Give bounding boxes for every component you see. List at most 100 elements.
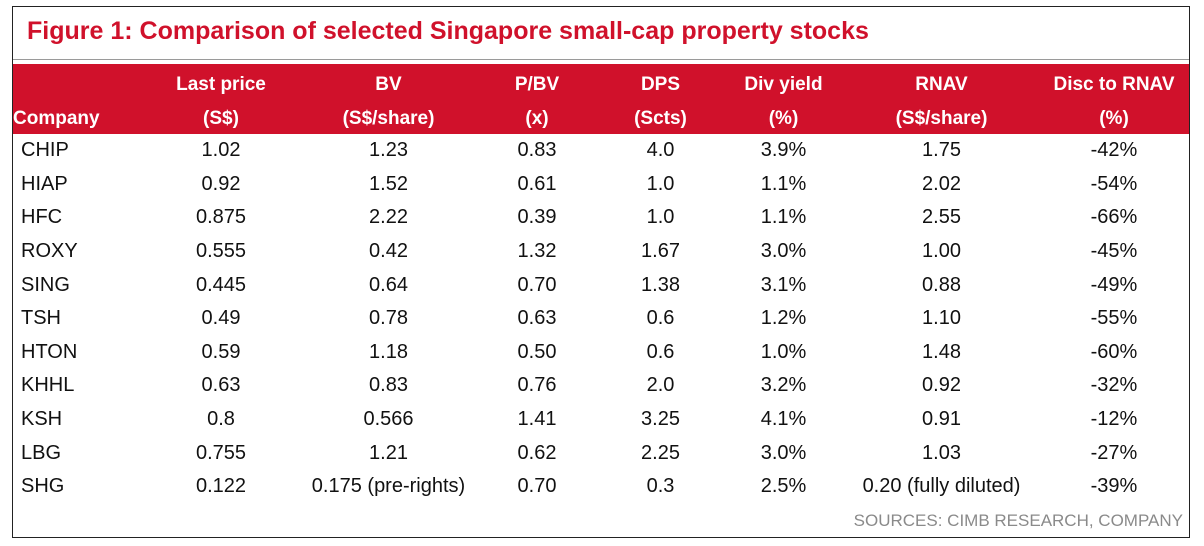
cell-disc-to-rnav: -39%	[1090, 475, 1138, 498]
cell-bv: 0.64	[369, 273, 408, 296]
cell-rnav: 0.92	[922, 374, 961, 397]
cell-company: CHIP	[21, 139, 69, 162]
cell-disc-to-rnav: -54%	[1090, 172, 1138, 195]
cell-disc-to-rnav: -27%	[1090, 441, 1138, 464]
figure-title: Figure 1: Comparison of selected Singapo…	[27, 17, 869, 45]
cell-dps: 0.6	[646, 307, 675, 330]
cell-pbv: 0.62	[517, 441, 557, 464]
figure-frame: Figure 1: Comparison of selected Singapo…	[12, 6, 1190, 538]
table-row: CHIP 1.02 1.23 0.83 4.0 3.9% 1.75 -42%	[13, 134, 1189, 168]
table-row: HTON 0.59 1.18 0.50 0.6 1.0% 1.48 -60%	[13, 336, 1189, 370]
cell-disc-to-rnav: -55%	[1090, 307, 1138, 330]
cell-disc-to-rnav: -42%	[1090, 139, 1138, 162]
cell-dps: 1.67	[641, 240, 680, 263]
cell-pbv: 0.39	[517, 206, 557, 229]
cell-div-yield: 3.9%	[760, 139, 807, 162]
cell-company: TSH	[21, 307, 61, 330]
cell-rnav: 2.55	[922, 206, 961, 229]
cell-pbv: 0.50	[517, 340, 557, 363]
cell-bv: 1.21	[369, 441, 408, 464]
cell-last-price: 0.555	[195, 240, 247, 263]
header-row-units: Company (S$) (S$/share) (x) (Scts) (%) (…	[13, 96, 1189, 134]
cell-div-yield: 2.5%	[760, 475, 807, 498]
cell-company: HTON	[21, 340, 78, 363]
cell-bv: 1.52	[369, 172, 408, 195]
header-cell	[13, 64, 141, 96]
header-unit-disc-to-rnav: (%)	[1039, 96, 1189, 134]
table-row: TSH 0.49 0.78 0.63 0.6 1.2% 1.10 -55%	[13, 302, 1189, 336]
cell-disc-to-rnav: -49%	[1090, 273, 1138, 296]
title-divider	[13, 59, 1189, 60]
header-unit-pbv: (x)	[476, 96, 598, 134]
cell-pbv: 0.70	[517, 273, 557, 296]
cell-div-yield: 3.0%	[760, 240, 807, 263]
cell-bv: 0.78	[369, 307, 408, 330]
cell-dps: 0.6	[646, 340, 675, 363]
cell-company: SING	[21, 273, 70, 296]
cell-div-yield: 1.1%	[760, 172, 807, 195]
cell-company: ROXY	[21, 240, 78, 263]
cell-div-yield: 3.1%	[760, 273, 807, 296]
cell-bv: 0.175 (pre-rights)	[311, 475, 466, 498]
cell-bv: 0.566	[363, 408, 414, 431]
header-cell-last-price: Last price	[141, 64, 301, 96]
cell-rnav: 0.88	[922, 273, 961, 296]
table-row: SHG 0.122 0.175 (pre-rights) 0.70 0.3 2.…	[13, 470, 1189, 504]
source-note: SOURCES: CIMB RESEARCH, COMPANY	[853, 511, 1183, 530]
cell-last-price: 0.875	[195, 206, 247, 229]
cell-pbv: 1.32	[517, 240, 557, 263]
cell-rnav: 0.91	[922, 408, 961, 431]
cell-rnav: 1.48	[922, 340, 961, 363]
cell-company: KSH	[21, 408, 63, 431]
cell-rnav: 1.03	[922, 441, 961, 464]
cell-rnav: 1.10	[922, 307, 961, 330]
cell-rnav: 1.00	[922, 240, 961, 263]
cell-dps: 1.0	[646, 172, 675, 195]
cell-bv: 0.83	[369, 374, 408, 397]
cell-company: HFC	[21, 206, 63, 229]
cell-last-price: 0.63	[201, 374, 241, 397]
cell-div-yield: 1.0%	[760, 340, 807, 363]
header-cell-div-yield: Div yield	[723, 64, 844, 96]
cell-dps: 1.38	[641, 273, 680, 296]
cell-company: LBG	[21, 441, 62, 464]
header-unit-last-price: (S$)	[141, 96, 301, 134]
cell-dps: 2.25	[641, 441, 680, 464]
cell-rnav: 0.20 (fully diluted)	[862, 475, 1021, 498]
cell-pbv: 0.63	[517, 307, 557, 330]
comparison-table: Last price BV P/BV DPS Div yield RNAV Di…	[13, 64, 1189, 504]
table-header: Last price BV P/BV DPS Div yield RNAV Di…	[13, 64, 1189, 134]
cell-company: SHG	[21, 475, 65, 498]
cell-last-price: 0.8	[207, 408, 235, 431]
cell-disc-to-rnav: -32%	[1090, 374, 1138, 397]
cell-div-yield: 3.0%	[760, 441, 807, 464]
header-cell-disc-to-rnav: Disc to RNAV	[1039, 64, 1189, 96]
cell-dps: 4.0	[646, 139, 675, 162]
table-row: KSH 0.8 0.566 1.41 3.25 4.1% 0.91 -12%	[13, 403, 1189, 437]
header-cell-dps: DPS	[598, 64, 723, 96]
cell-bv: 0.42	[369, 240, 408, 263]
cell-pbv: 0.70	[517, 475, 557, 498]
cell-disc-to-rnav: -45%	[1090, 240, 1138, 263]
cell-bv: 2.22	[369, 206, 408, 229]
cell-company: HIAP	[21, 172, 68, 195]
table-row: HFC 0.875 2.22 0.39 1.0 1.1% 2.55 -66%	[13, 201, 1189, 235]
cell-bv: 1.18	[369, 340, 408, 363]
table-row: SING 0.445 0.64 0.70 1.38 3.1% 0.88 -49%	[13, 268, 1189, 302]
header-cell-company: Company	[13, 96, 141, 134]
cell-pbv: 0.76	[517, 374, 557, 397]
table-row: ROXY 0.555 0.42 1.32 1.67 3.0% 1.00 -45%	[13, 235, 1189, 269]
cell-div-yield: 3.2%	[760, 374, 807, 397]
cell-dps: 2.0	[646, 374, 675, 397]
cell-last-price: 1.02	[201, 139, 241, 162]
cell-company: KHHL	[21, 374, 75, 397]
cell-bv: 1.23	[369, 139, 408, 162]
header-unit-rnav: (S$/share)	[844, 96, 1039, 134]
cell-pbv: 0.83	[517, 139, 557, 162]
cell-dps: 1.0	[646, 206, 675, 229]
cell-rnav: 2.02	[922, 172, 961, 195]
cell-last-price: 0.445	[195, 273, 247, 296]
header-unit-div-yield: (%)	[723, 96, 844, 134]
cell-div-yield: 1.2%	[760, 307, 807, 330]
table-row: LBG 0.755 1.21 0.62 2.25 3.0% 1.03 -27%	[13, 436, 1189, 470]
